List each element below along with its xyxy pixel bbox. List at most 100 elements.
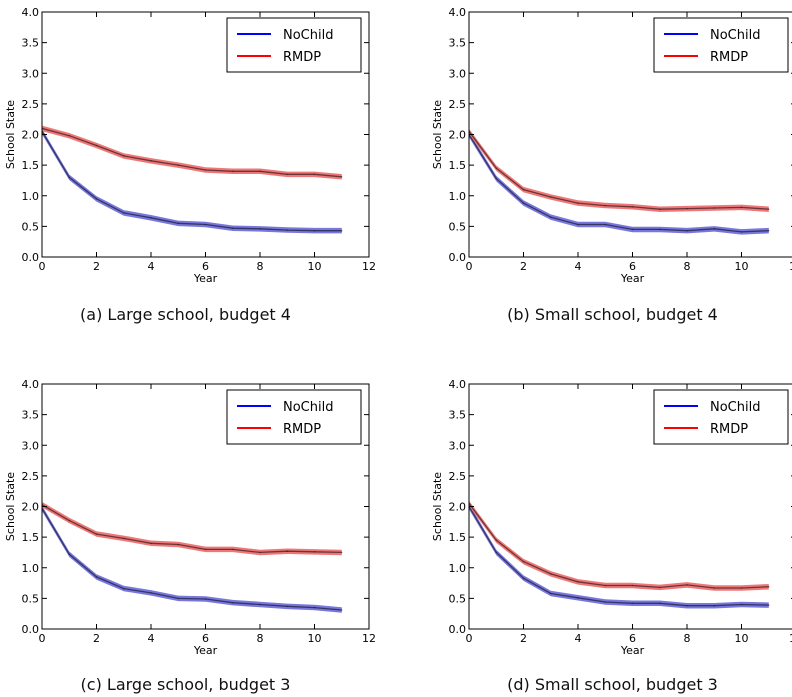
data-point-RMDP — [659, 208, 661, 210]
data-point-RMDP — [259, 170, 261, 173]
x-tick-label: 2 — [93, 260, 100, 273]
x-axis-label: Year — [193, 272, 218, 285]
data-point-NoChild — [659, 602, 661, 605]
x-tick-label: 10 — [308, 260, 322, 273]
series-line-RMDP — [42, 127, 342, 178]
y-tick-label: 0.5 — [449, 592, 467, 605]
data-point-NoChild — [686, 229, 688, 232]
y-tick-label: 0.5 — [22, 220, 40, 233]
x-tick-label: 2 — [520, 260, 527, 273]
data-point-RMDP — [259, 551, 261, 554]
data-point-NoChild — [204, 223, 207, 226]
data-point-NoChild — [686, 604, 688, 607]
legend-box — [653, 389, 789, 445]
y-tick-label: 1.5 — [22, 159, 40, 172]
data-point-NoChild — [713, 604, 716, 607]
data-point-RMDP — [631, 584, 634, 587]
legend-label-RMDP: RMDP — [710, 50, 748, 65]
series-band-RMDP — [42, 125, 342, 180]
data-point-NoChild — [495, 551, 498, 554]
subfigure-caption: (d) Small school, budget 3 — [507, 675, 718, 694]
data-point-NoChild — [68, 176, 71, 179]
data-point-RMDP — [550, 573, 552, 575]
data-point-RMDP — [68, 134, 71, 137]
y-tick-label: 4.0 — [22, 6, 40, 19]
data-point-RMDP — [150, 542, 152, 545]
y-tick-label: 0.0 — [22, 251, 40, 264]
y-tick-label: 0.5 — [22, 592, 40, 605]
series-line-RMDP — [469, 131, 769, 210]
data-point-RMDP — [313, 551, 316, 553]
series-line-NoChild — [469, 506, 769, 607]
x-tick-label: 10 — [735, 632, 749, 645]
y-tick-label: 1.5 — [449, 159, 467, 172]
plot-area-0 — [42, 125, 343, 234]
data-point-RMDP — [577, 202, 579, 204]
x-tick-label: 4 — [148, 632, 155, 645]
data-point-NoChild — [768, 604, 770, 606]
x-axis-label: Year — [620, 644, 645, 657]
data-point-NoChild — [286, 605, 289, 608]
data-point-NoChild — [550, 216, 552, 218]
data-point-NoChild — [341, 229, 343, 232]
legend-box — [226, 389, 362, 445]
x-tick-label: 8 — [257, 260, 264, 273]
data-point-RMDP — [204, 169, 207, 171]
series-line-RMDP — [42, 504, 342, 554]
data-point-NoChild — [659, 228, 661, 231]
legend-box — [226, 17, 362, 73]
data-point-NoChild — [232, 227, 234, 229]
y-tick-label: 2.5 — [22, 98, 40, 111]
data-point-RMDP — [768, 208, 770, 210]
y-axis-label: School State — [431, 472, 444, 541]
data-point-NoChild — [286, 229, 289, 231]
data-point-NoChild — [204, 598, 207, 600]
legend-box — [653, 17, 789, 73]
data-point-RMDP — [740, 587, 743, 589]
y-tick-label: 4.0 — [449, 378, 467, 391]
y-tick-label: 1.0 — [449, 562, 467, 575]
data-point-NoChild — [577, 597, 579, 599]
data-point-RMDP — [659, 586, 661, 589]
series-band-RMDP — [469, 500, 769, 591]
x-tick-label: 6 — [629, 260, 636, 273]
chart-panel-0: 0 2 4 6 8 10 12 0.0 0.5 1.0 1.5 2.0 2.5 3.0 3.5 4.0 Year… — [4, 6, 376, 324]
x-tick-label: 8 — [684, 632, 691, 645]
data-point-RMDP — [68, 519, 71, 522]
data-point-NoChild — [341, 609, 343, 611]
data-point-NoChild — [313, 229, 316, 232]
series-line-NoChild — [42, 507, 342, 611]
subfigure-caption: (a) Large school, budget 4 — [80, 305, 291, 324]
x-tick-label: 8 — [684, 260, 691, 273]
y-tick-label: 1.5 — [449, 531, 467, 544]
data-point-NoChild — [68, 553, 71, 556]
legend: NoChild RMDP — [226, 17, 362, 73]
x-tick-label: 12 — [362, 632, 376, 645]
x-tick-label: 10 — [735, 260, 749, 273]
legend: NoChild RMDP — [653, 17, 789, 73]
x-tick-label: 0 — [39, 260, 46, 273]
data-point-NoChild — [95, 198, 98, 200]
x-tick-label: 8 — [257, 632, 264, 645]
series-line-NoChild — [469, 134, 769, 233]
x-tick-label: 12 — [789, 632, 792, 645]
data-point-NoChild — [313, 606, 316, 609]
data-point-NoChild — [522, 577, 525, 579]
data-point-NoChild — [177, 222, 180, 225]
data-point-NoChild — [631, 602, 634, 605]
data-point-RMDP — [204, 548, 207, 551]
x-tick-label: 4 — [575, 632, 582, 645]
x-tick-label: 6 — [202, 632, 209, 645]
data-point-RMDP — [177, 543, 180, 546]
series-band-RMDP — [42, 501, 342, 556]
data-point-RMDP — [313, 173, 316, 176]
y-tick-label: 3.5 — [449, 37, 467, 50]
data-point-NoChild — [123, 212, 125, 214]
data-point-NoChild — [495, 177, 498, 180]
data-point-NoChild — [232, 601, 234, 604]
x-tick-label: 12 — [789, 260, 792, 273]
data-point-RMDP — [740, 206, 743, 209]
data-point-RMDP — [577, 581, 579, 583]
chart-panel-2: 0 2 4 6 8 10 12 0.0 0.5 1.0 1.5 2.0 2.5 3.0 3.5 4.0 Year… — [4, 378, 376, 694]
legend-label-NoChild: NoChild — [283, 400, 333, 415]
